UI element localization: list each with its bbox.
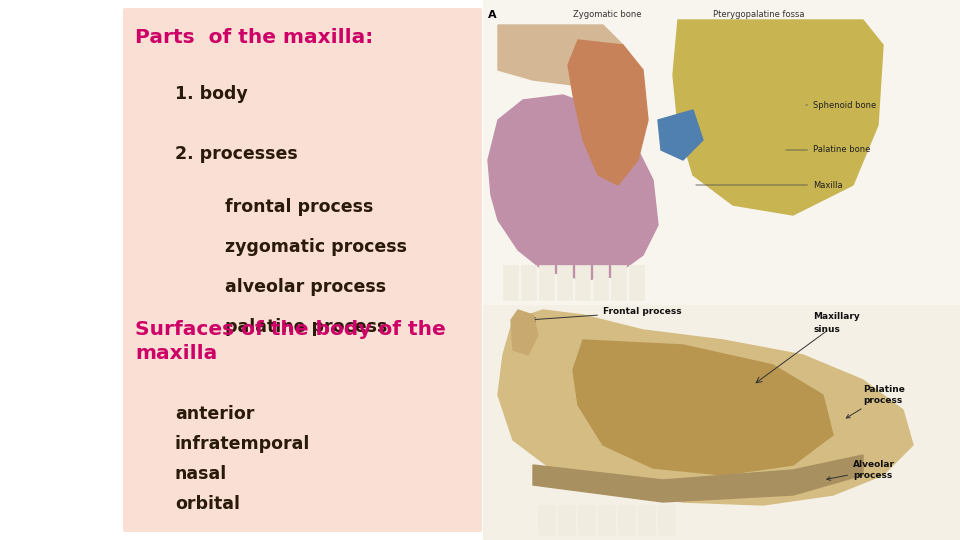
Text: orbital: orbital (175, 495, 240, 513)
Text: frontal process: frontal process (225, 198, 373, 216)
Bar (539, 265, 554, 300)
Bar (521, 265, 536, 300)
Text: Maxilla: Maxilla (696, 180, 843, 190)
Bar (658, 505, 675, 535)
Text: palatine process: palatine process (225, 318, 388, 336)
FancyBboxPatch shape (123, 8, 482, 532)
Text: nasal: nasal (175, 465, 228, 483)
Bar (578, 505, 595, 535)
Bar (538, 505, 555, 535)
Text: Surfaces of the body of the
maxilla: Surfaces of the body of the maxilla (135, 320, 445, 363)
Bar (558, 505, 575, 535)
Bar (598, 505, 615, 535)
Polygon shape (673, 20, 883, 215)
Bar (638, 505, 655, 535)
Text: 2. processes: 2. processes (175, 145, 298, 163)
Text: Sphenoid bone: Sphenoid bone (805, 100, 876, 110)
Bar (611, 265, 626, 300)
Text: A: A (488, 10, 496, 20)
Text: Maxillary: Maxillary (813, 312, 860, 321)
Text: 1. body: 1. body (175, 85, 248, 103)
Text: Zygomatic bone: Zygomatic bone (573, 10, 641, 19)
Bar (503, 265, 518, 300)
Bar (593, 265, 608, 300)
Bar (575, 265, 590, 300)
Polygon shape (511, 310, 538, 355)
Bar (618, 505, 635, 535)
Text: sinus: sinus (813, 325, 840, 334)
Polygon shape (533, 455, 863, 502)
Text: Frontal process: Frontal process (532, 307, 682, 321)
Polygon shape (573, 340, 833, 475)
Polygon shape (568, 40, 648, 185)
Polygon shape (498, 310, 913, 505)
Polygon shape (498, 25, 623, 85)
Text: Palatine
process: Palatine process (847, 386, 905, 418)
Text: alveolar process: alveolar process (225, 278, 386, 296)
Bar (557, 265, 572, 300)
Text: Alveolar
process: Alveolar process (827, 460, 895, 481)
Text: © Elsevier  Drake et al: Gray’s Anatomy for Students - www.studentconsult.com: © Elsevier Drake et al: Gray’s Anatomy f… (483, 308, 839, 317)
Polygon shape (658, 110, 703, 160)
Bar (629, 265, 644, 300)
Text: Palatine bone: Palatine bone (786, 145, 871, 154)
Polygon shape (488, 95, 658, 280)
Text: Parts  of the maxilla:: Parts of the maxilla: (135, 28, 373, 47)
Text: infratemporal: infratemporal (175, 435, 310, 453)
Text: Pterygopalatine fossa: Pterygopalatine fossa (713, 10, 804, 19)
Text: anterior: anterior (175, 405, 254, 423)
Text: zygomatic process: zygomatic process (225, 238, 407, 256)
